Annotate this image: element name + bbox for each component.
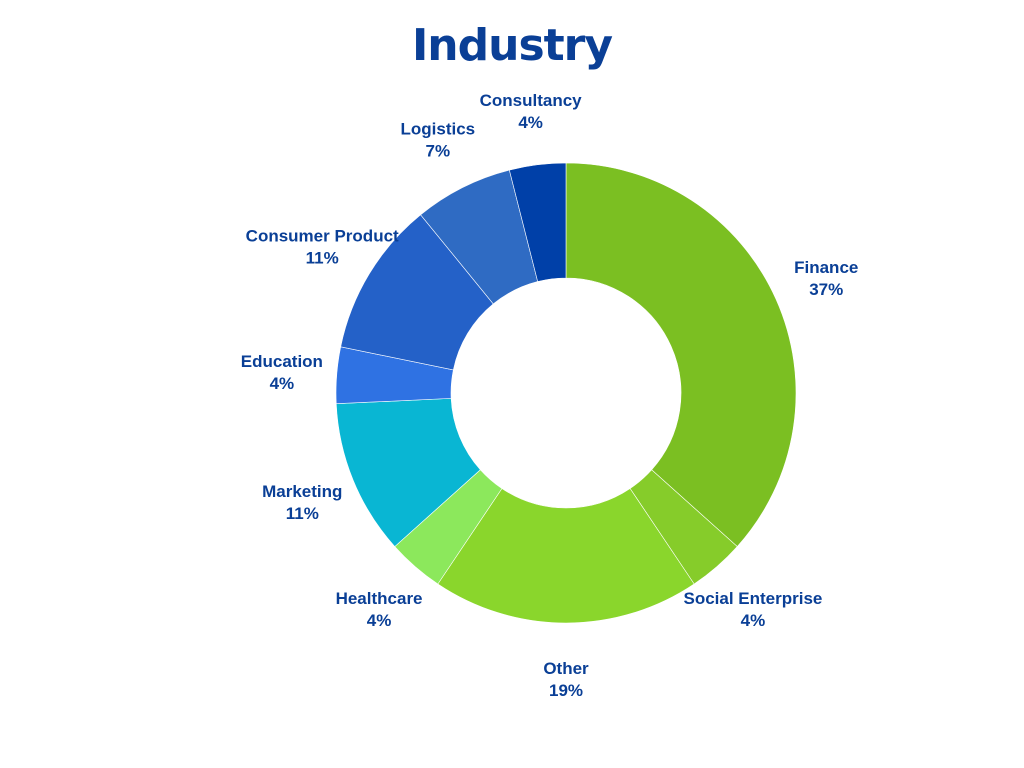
slice-label-name: Marketing <box>262 482 342 501</box>
slice-label-value: 19% <box>549 681 583 700</box>
slice-label-value: 4% <box>270 374 295 393</box>
slice-label-name: Logistics <box>400 119 475 138</box>
slice-label-social-enterprise: Social Enterprise 4% <box>683 589 822 630</box>
slice-label-name: Consultancy <box>480 91 583 110</box>
slice-label-value: 11% <box>286 504 319 523</box>
slice-label-name: Consumer Product <box>246 226 399 245</box>
slice-label-value: 37% <box>809 280 843 299</box>
slice-label-name: Education <box>241 352 323 371</box>
slice-label-value: 11% <box>306 248 339 267</box>
slice-label-value: 7% <box>426 141 451 160</box>
donut-labels: Finance 37% Social Enterprise 4% Other 19% Hea… <box>241 91 859 700</box>
slice-label-healthcare: Healthcare 4% <box>336 589 423 630</box>
slice-label-name: Finance <box>794 258 858 277</box>
slice-label-consultancy: Consultancy 4% <box>480 91 583 132</box>
slice-finance <box>565 162 797 547</box>
slice-label-value: 4% <box>518 113 543 132</box>
slice-label-value: 4% <box>741 611 766 630</box>
slice-label-value: 4% <box>367 611 392 630</box>
slice-label-name: Social Enterprise <box>683 589 822 608</box>
donut-slices <box>335 162 797 624</box>
slice-label-logistics: Logistics 7% <box>400 119 475 160</box>
slice-label-other: Other 19% <box>543 659 589 700</box>
slice-label-consumer-product: Consumer Product 11% <box>246 226 399 267</box>
chart-title: Industry <box>411 20 613 71</box>
slice-consultancy <box>508 162 567 282</box>
slice-label-education: Education 4% <box>241 352 323 393</box>
slice-other <box>437 488 695 624</box>
slice-label-name: Other <box>543 659 589 678</box>
slice-label-finance: Finance 37% <box>794 258 858 299</box>
slice-label-name: Healthcare <box>336 589 423 608</box>
slice-label-marketing: Marketing 11% <box>262 482 342 523</box>
